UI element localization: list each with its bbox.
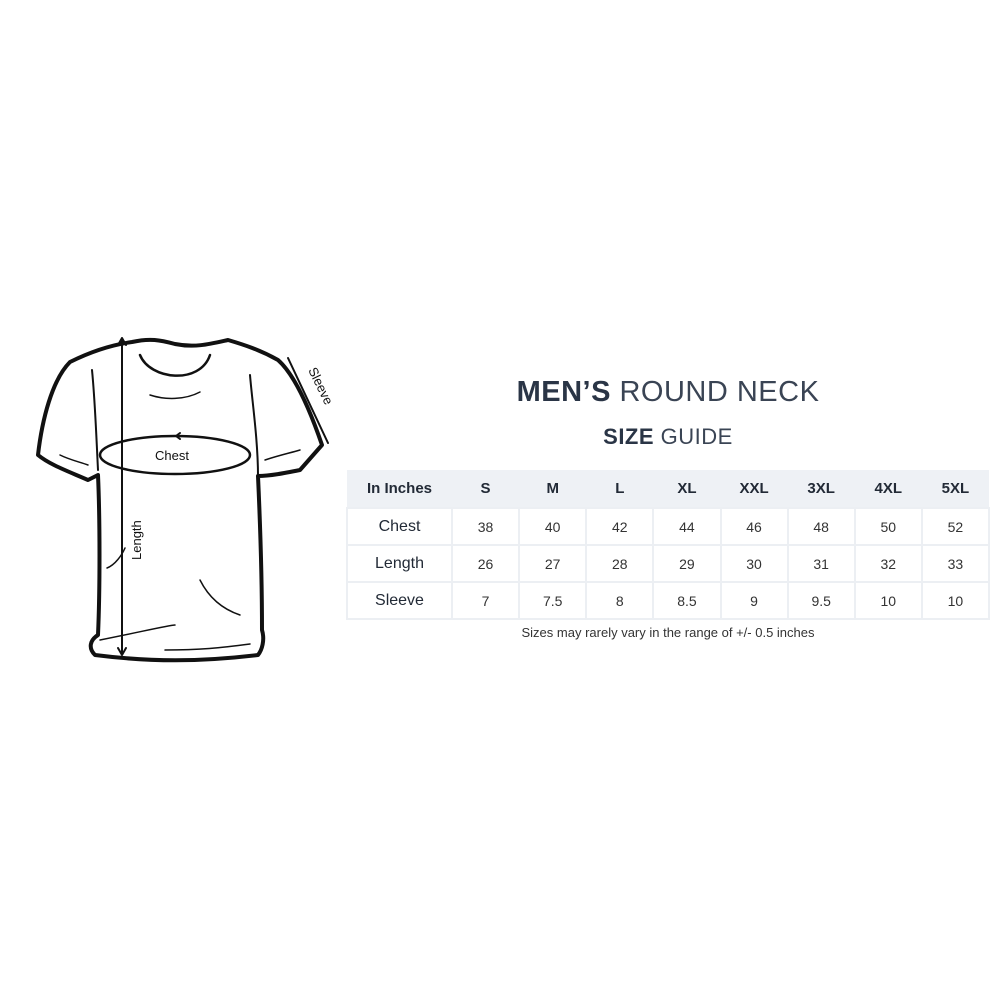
table-header-row: In Inches S M L XL XXL 3XL 4XL 5XL <box>347 470 989 508</box>
table-cell: 42 <box>585 507 655 546</box>
table-cell: 28 <box>585 544 655 583</box>
size-note: Sizes may rarely vary in the range of +/… <box>521 625 815 640</box>
table-cell: 40 <box>518 507 588 546</box>
table-cell: 8.5 <box>652 581 722 620</box>
page-title: MEN’S ROUND NECK <box>346 376 990 409</box>
chest-label: Chest <box>155 448 189 463</box>
table-cell: 31 <box>786 544 856 583</box>
table-cell: 9 <box>719 581 789 620</box>
column-header: In Inches <box>347 470 452 508</box>
title-light: ROUND NECK <box>619 376 820 408</box>
row-label: Chest <box>346 507 453 546</box>
table-cell: 46 <box>719 507 789 546</box>
row-label: Length <box>346 544 453 583</box>
table-cell: 7.5 <box>518 581 588 620</box>
column-header: S <box>452 470 520 508</box>
title-bold: MEN’S <box>516 376 611 408</box>
table-cell: 9.5 <box>786 581 856 620</box>
table-cell: 48 <box>786 507 856 546</box>
sleeve-label: Sleeve <box>305 365 336 407</box>
shirt-outline <box>36 337 324 663</box>
table-cell: 32 <box>853 544 923 583</box>
length-label: Length <box>129 520 144 560</box>
length-arrow <box>117 337 127 656</box>
subtitle-light: GUIDE <box>660 424 733 449</box>
table-cell: 33 <box>920 544 991 583</box>
sleeve-arrow <box>287 357 329 444</box>
table-cell: 10 <box>920 581 991 620</box>
size-table: In Inches S M L XL XXL 3XL 4XL 5XL Chest 38 40 42 44… <box>346 470 991 620</box>
page-subtitle: SIZE GUIDE <box>346 424 990 450</box>
tshirt-diagram: Chest Length Sleeve <box>36 337 336 663</box>
table-cell: 38 <box>450 507 521 546</box>
column-header: XXL <box>720 470 788 508</box>
table-cell: 50 <box>853 507 923 546</box>
table-cell: 7 <box>450 581 521 620</box>
table-cell: 27 <box>518 544 588 583</box>
column-header: M <box>519 470 587 508</box>
table-row: Length 26 27 28 29 30 31 32 33 <box>346 544 991 583</box>
column-header: 3XL <box>787 470 855 508</box>
subtitle-bold: SIZE <box>603 424 655 449</box>
table-row: Chest 38 40 42 44 46 48 50 52 <box>346 507 991 546</box>
table-cell: 8 <box>585 581 655 620</box>
column-header: L <box>586 470 654 508</box>
column-header: 5XL <box>921 470 989 508</box>
table-cell: 29 <box>652 544 722 583</box>
table-cell: 44 <box>652 507 722 546</box>
row-label: Sleeve <box>346 581 453 620</box>
table-cell: 10 <box>853 581 923 620</box>
table-cell: 26 <box>450 544 521 583</box>
column-header: XL <box>653 470 721 508</box>
table-row: Sleeve 7 7.5 8 8.5 9 9.5 10 10 <box>346 581 991 620</box>
column-header: 4XL <box>854 470 922 508</box>
table-cell: 30 <box>719 544 789 583</box>
table-cell: 52 <box>920 507 991 546</box>
